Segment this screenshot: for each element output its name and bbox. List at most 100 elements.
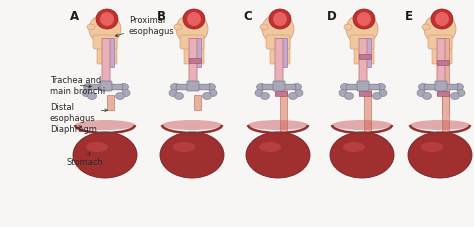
FancyBboxPatch shape xyxy=(443,90,449,141)
Ellipse shape xyxy=(340,84,349,91)
FancyBboxPatch shape xyxy=(189,39,197,85)
FancyBboxPatch shape xyxy=(365,39,372,68)
Ellipse shape xyxy=(295,90,303,97)
FancyBboxPatch shape xyxy=(273,82,285,92)
Ellipse shape xyxy=(457,90,465,97)
Text: Distal
esophagus: Distal esophagus xyxy=(50,103,108,122)
Ellipse shape xyxy=(89,15,121,45)
FancyBboxPatch shape xyxy=(187,82,199,92)
Ellipse shape xyxy=(122,90,130,97)
Text: A: A xyxy=(70,10,79,23)
Ellipse shape xyxy=(344,25,352,31)
Ellipse shape xyxy=(408,132,472,178)
Ellipse shape xyxy=(116,93,125,100)
Ellipse shape xyxy=(173,142,195,152)
FancyBboxPatch shape xyxy=(281,90,288,141)
Ellipse shape xyxy=(431,10,453,30)
Ellipse shape xyxy=(88,93,97,100)
Ellipse shape xyxy=(259,142,281,152)
Ellipse shape xyxy=(187,13,201,27)
Ellipse shape xyxy=(289,93,298,100)
Ellipse shape xyxy=(202,93,211,100)
Ellipse shape xyxy=(86,142,108,152)
Ellipse shape xyxy=(255,90,263,97)
FancyBboxPatch shape xyxy=(109,85,123,90)
FancyBboxPatch shape xyxy=(262,85,276,90)
FancyBboxPatch shape xyxy=(281,39,288,68)
Ellipse shape xyxy=(160,132,224,178)
Text: Stomach: Stomach xyxy=(67,153,104,167)
Ellipse shape xyxy=(171,84,180,91)
FancyBboxPatch shape xyxy=(184,41,204,65)
Ellipse shape xyxy=(379,90,387,97)
Ellipse shape xyxy=(260,25,268,31)
Ellipse shape xyxy=(207,84,216,91)
FancyBboxPatch shape xyxy=(357,82,369,92)
Ellipse shape xyxy=(353,10,375,30)
Ellipse shape xyxy=(183,10,205,30)
Ellipse shape xyxy=(450,93,459,100)
Ellipse shape xyxy=(100,13,114,27)
Ellipse shape xyxy=(174,93,183,100)
Text: Diaphragm: Diaphragm xyxy=(50,125,97,134)
Ellipse shape xyxy=(421,142,443,152)
Ellipse shape xyxy=(332,121,392,131)
Ellipse shape xyxy=(73,132,137,178)
Text: C: C xyxy=(243,10,252,23)
FancyBboxPatch shape xyxy=(359,39,367,85)
Ellipse shape xyxy=(209,90,217,97)
FancyBboxPatch shape xyxy=(266,36,290,50)
FancyBboxPatch shape xyxy=(189,59,201,64)
FancyBboxPatch shape xyxy=(270,41,290,65)
FancyBboxPatch shape xyxy=(428,36,452,50)
Ellipse shape xyxy=(246,132,310,178)
Ellipse shape xyxy=(169,90,177,97)
Ellipse shape xyxy=(75,121,135,131)
FancyBboxPatch shape xyxy=(100,82,112,92)
Text: B: B xyxy=(157,10,166,23)
FancyBboxPatch shape xyxy=(196,85,210,90)
Ellipse shape xyxy=(248,121,308,131)
Ellipse shape xyxy=(176,15,208,45)
Ellipse shape xyxy=(422,93,431,100)
FancyBboxPatch shape xyxy=(350,36,374,50)
Ellipse shape xyxy=(273,13,287,27)
Ellipse shape xyxy=(410,121,470,131)
Ellipse shape xyxy=(83,84,92,91)
Ellipse shape xyxy=(119,84,128,91)
FancyBboxPatch shape xyxy=(432,41,452,65)
Ellipse shape xyxy=(292,84,301,91)
Ellipse shape xyxy=(417,90,425,97)
Text: E: E xyxy=(405,10,413,23)
FancyBboxPatch shape xyxy=(176,85,190,90)
FancyBboxPatch shape xyxy=(282,85,296,90)
FancyBboxPatch shape xyxy=(424,85,438,90)
FancyBboxPatch shape xyxy=(194,96,201,111)
FancyBboxPatch shape xyxy=(437,39,445,85)
Text: Proximal
esophagus: Proximal esophagus xyxy=(115,16,175,37)
FancyBboxPatch shape xyxy=(359,55,371,60)
FancyBboxPatch shape xyxy=(108,39,115,68)
Ellipse shape xyxy=(87,25,95,31)
FancyBboxPatch shape xyxy=(437,92,449,97)
FancyBboxPatch shape xyxy=(180,36,204,50)
FancyBboxPatch shape xyxy=(366,85,380,90)
FancyBboxPatch shape xyxy=(435,82,447,92)
FancyBboxPatch shape xyxy=(359,92,371,97)
Text: D: D xyxy=(327,10,337,23)
Ellipse shape xyxy=(162,121,222,131)
Ellipse shape xyxy=(262,15,294,45)
FancyBboxPatch shape xyxy=(354,41,374,65)
FancyBboxPatch shape xyxy=(437,62,449,66)
FancyBboxPatch shape xyxy=(102,39,110,85)
FancyBboxPatch shape xyxy=(97,41,117,65)
Ellipse shape xyxy=(256,84,265,91)
Ellipse shape xyxy=(174,25,182,31)
FancyBboxPatch shape xyxy=(108,96,115,111)
FancyBboxPatch shape xyxy=(275,39,283,85)
Ellipse shape xyxy=(96,10,118,30)
FancyBboxPatch shape xyxy=(346,85,360,90)
Ellipse shape xyxy=(419,84,428,91)
FancyBboxPatch shape xyxy=(365,90,372,141)
Ellipse shape xyxy=(339,90,347,97)
